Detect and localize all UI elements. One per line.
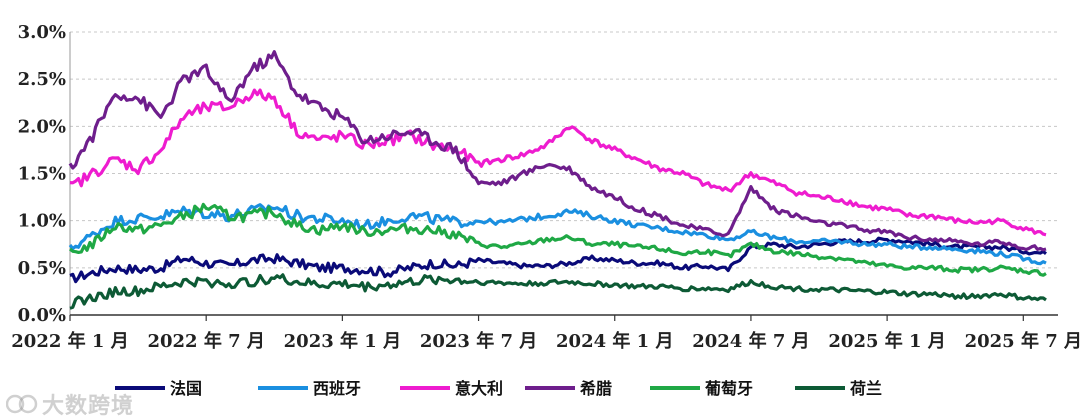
y-tick-label: 1.5% [18, 164, 66, 185]
x-tick-label: 2025 年 7 月 [965, 330, 1080, 352]
y-tick-label: 0.5% [18, 258, 66, 279]
legend-label: 荷兰 [850, 379, 882, 398]
series-line-5 [69, 273, 1047, 310]
series-line-4 [68, 202, 1047, 277]
watermark-logo-icon [6, 394, 38, 414]
y-tick-label: 2.0% [18, 116, 66, 137]
x-tick-label: 2025 年 1 月 [828, 330, 945, 352]
legend-label: 法国 [170, 379, 202, 398]
series-line-1 [68, 203, 1047, 266]
y-tick-label: 1.0% [18, 211, 66, 232]
x-axis-ticks: 2022 年 1 月 2022 年 7 月 2023 年 1 月 2023 年 7 月… [11, 315, 1080, 352]
y-axis-ticks: 0.0% 0.5% 1.0% 1.5% 2.0% 2.5% 3.0% [18, 22, 66, 326]
legend-label: 西班牙 [313, 379, 361, 398]
legend-label: 意大利 [455, 379, 503, 398]
x-tick-label: 2022 年 7 月 [147, 330, 264, 352]
watermark: 大数跨境 [6, 388, 134, 420]
series-lines [68, 50, 1047, 310]
series-line-0 [69, 236, 1047, 284]
legend-label: 希腊 [580, 379, 612, 398]
x-tick-label: 2023 年 7 月 [420, 330, 537, 352]
series-line-2 [69, 88, 1047, 237]
x-tick-label: 2024 年 7 月 [692, 330, 809, 352]
watermark-text: 大数跨境 [42, 394, 135, 419]
grid-lines [70, 31, 1058, 269]
legend-label: 葡萄牙 [704, 379, 753, 398]
y-tick-label: 0.0% [18, 305, 66, 326]
series-line-3 [68, 50, 1047, 252]
legend: 法国 西班牙 意大利 希腊 葡萄牙 荷兰 [115, 379, 882, 398]
x-tick-label: 2022 年 1 月 [11, 330, 128, 352]
x-tick-label: 2024 年 1 月 [556, 330, 673, 352]
axes [69, 32, 1058, 316]
x-tick-label: 2023 年 1 月 [284, 330, 401, 352]
y-tick-label: 3.0% [18, 22, 66, 43]
y-tick-label: 2.5% [18, 69, 66, 90]
